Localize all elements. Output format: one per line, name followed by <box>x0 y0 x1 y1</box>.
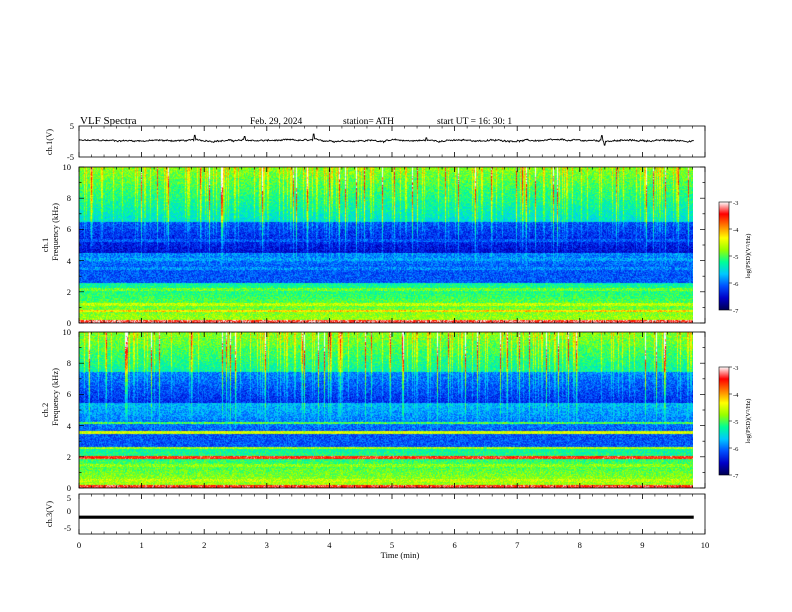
spec2-ytick-0: 0 <box>67 483 71 493</box>
spec1-ytick-0: 0 <box>67 318 71 328</box>
ch1-spectrogram-ticks <box>78 166 706 324</box>
ch3-ytick-5: 5 <box>67 493 71 503</box>
xtick-5: 5 <box>390 540 394 550</box>
header-station: station= ATH <box>343 117 394 127</box>
ch1-colorbar: -3 -4 -5 -6 -7 log(PSD)(V²/Hz) <box>718 200 752 315</box>
xtick-1: 1 <box>139 540 143 550</box>
cb1-tick-m6: -6 <box>733 281 739 288</box>
spec2-ytick-2: 2 <box>67 452 71 462</box>
cb2-tick-m7: -7 <box>733 473 739 480</box>
header-start-ut: start UT = 16: 30: 1 <box>437 117 512 127</box>
ch1-spectrogram-panel: 10 8 6 4 2 0 ch.1 Frequency (kHz) <box>40 162 706 328</box>
ch3-waveform-ylabel: ch.3(V) <box>44 501 54 527</box>
xtick-2: 2 <box>202 540 206 550</box>
cb2-tick-m4: -4 <box>733 392 739 399</box>
ch2-spectrogram-image <box>79 332 693 488</box>
ch3-ytick-m5: -5 <box>64 523 71 533</box>
figure-title: VLF Spectra <box>80 115 137 127</box>
ch3-waveform-panel: 5 0 -5 ch.3(V) 0 1 2 3 4 5 6 7 8 9 10 Ti… <box>44 493 709 560</box>
xtick-0: 0 <box>77 540 81 550</box>
cb1-tick-m3: -3 <box>733 200 738 207</box>
spec1-ytick-10: 10 <box>63 162 72 172</box>
spec1-ytick-2: 2 <box>67 287 71 297</box>
cb1-tick-m7: -7 <box>733 308 739 315</box>
ch1-colorbar-ticks <box>729 201 732 311</box>
ch1-waveform-ylabel: ch.1(V) <box>44 129 54 155</box>
xtick-7: 7 <box>515 540 519 550</box>
spec1-ytick-6: 6 <box>67 224 71 234</box>
ch1-ytick-top: 5 <box>70 121 74 131</box>
header-date: Feb. 29, 2024 <box>250 117 303 127</box>
xtick-10: 10 <box>701 540 710 550</box>
ch3-ytick-0: 0 <box>67 506 71 516</box>
cb2-tick-m6: -6 <box>733 446 739 453</box>
xtick-6: 6 <box>452 540 456 550</box>
xtick-8: 8 <box>578 540 582 550</box>
xtick-4: 4 <box>327 540 332 550</box>
spec2-ytick-6: 6 <box>67 389 71 399</box>
cb1-tick-m4: -4 <box>733 227 739 234</box>
spec2-ytick-8: 8 <box>67 358 71 368</box>
ch1-waveform-panel: 5 -5 ch.1(V) <box>44 121 706 162</box>
ch1-ytick-bottom: -5 <box>67 152 74 162</box>
spec1-ytick-4: 4 <box>67 256 72 266</box>
spec1-ylabel-channel: ch.1 <box>40 238 50 252</box>
ch2-spectrogram-panel: 10 8 6 4 2 0 ch.2 Frequency (kHz) <box>40 327 706 493</box>
ch1-colorbar-label: log(PSD)(V²/Hz) <box>745 234 752 279</box>
spec2-ylabel-channel: ch.2 <box>40 403 50 417</box>
ch1-spectrogram-image <box>79 167 693 323</box>
x-axis-label: Time (min) <box>381 550 420 560</box>
ch1-colorbar-gradient <box>718 201 730 311</box>
ch1-waveform-line <box>78 133 694 146</box>
ch2-colorbar-gradient <box>718 366 730 476</box>
ch3-waveform-ticks <box>78 494 706 534</box>
ch2-colorbar-label: log(PSD)(V²/Hz) <box>745 399 752 444</box>
xtick-3: 3 <box>265 540 269 550</box>
ch1-waveform-xticks <box>78 126 706 157</box>
ch2-spectrogram-ticks <box>78 331 706 489</box>
cb1-tick-m5: -5 <box>733 254 738 261</box>
xtick-9: 9 <box>640 540 644 550</box>
cb2-tick-m3: -3 <box>733 365 738 372</box>
ch2-colorbar: -3 -4 -5 -6 -7 log(PSD)(V²/Hz) <box>718 365 752 480</box>
spec1-ytick-8: 8 <box>67 193 71 203</box>
ch2-colorbar-ticks <box>729 366 732 476</box>
cb2-tick-m5: -5 <box>733 419 738 426</box>
ch3-waveform-frame <box>78 493 706 535</box>
spec2-ylabel-frequency: Frequency (kHz) <box>50 368 60 426</box>
spec1-ylabel-frequency: Frequency (kHz) <box>50 203 60 261</box>
spec2-ytick-4: 4 <box>67 421 72 431</box>
spec2-ytick-10: 10 <box>63 327 72 337</box>
